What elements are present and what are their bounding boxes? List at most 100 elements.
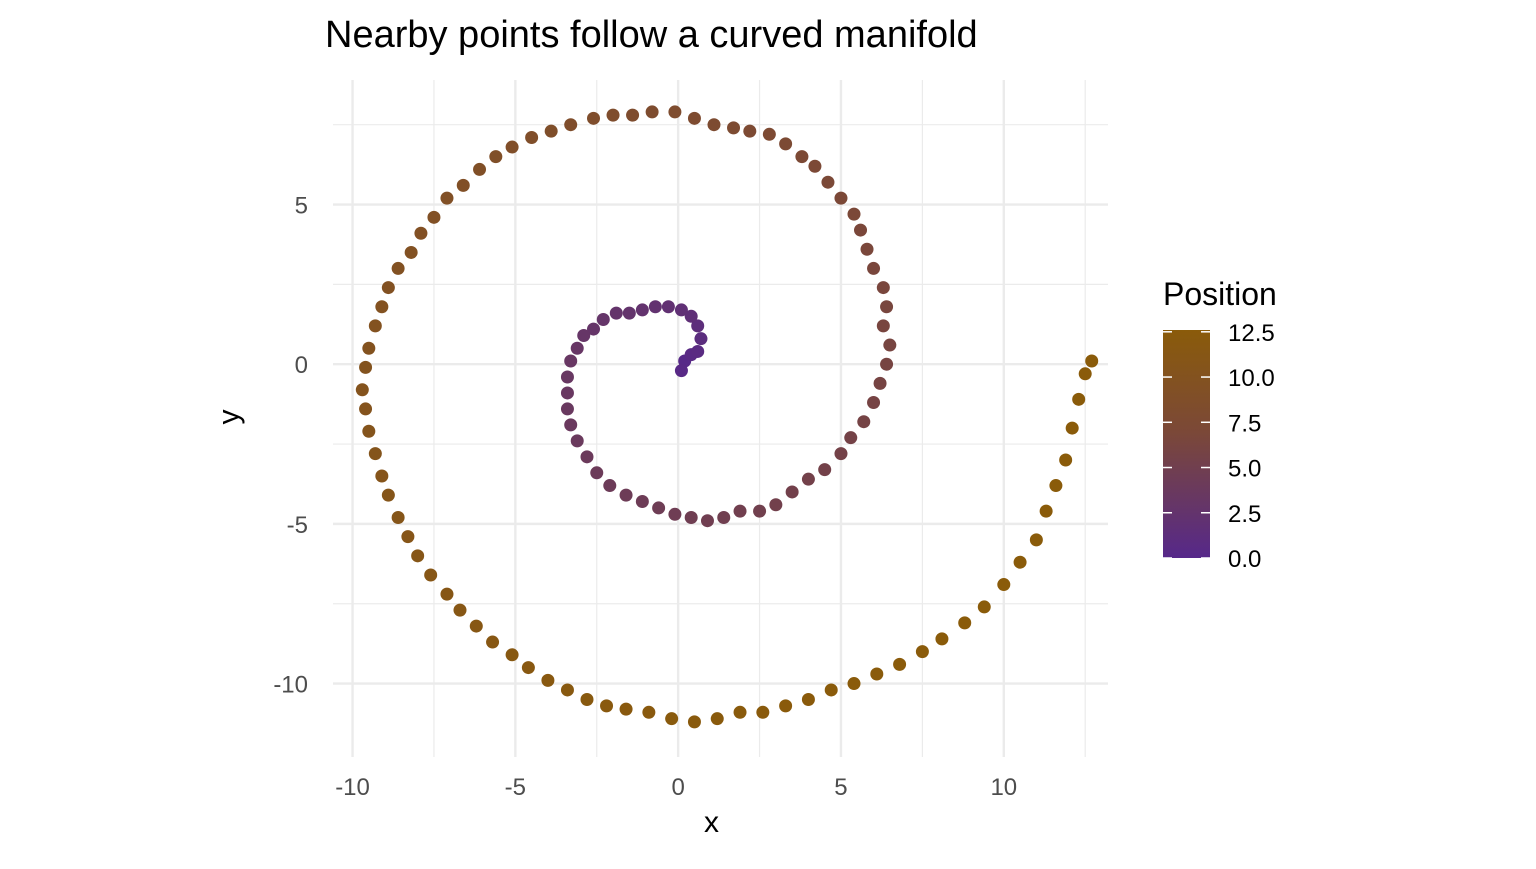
scatter-point bbox=[368, 319, 382, 333]
chart-title: Nearby points follow a curved manifold bbox=[325, 14, 978, 56]
scatter-point bbox=[876, 281, 890, 295]
scatter-point bbox=[821, 175, 835, 189]
scatter-point bbox=[674, 364, 688, 378]
scatter-point bbox=[883, 338, 897, 352]
scatter-point bbox=[362, 341, 376, 355]
scatter-point bbox=[691, 319, 705, 333]
scatter-point bbox=[596, 313, 610, 327]
scatter-point bbox=[687, 111, 701, 125]
scatter-point bbox=[391, 261, 405, 275]
scatter-point bbox=[844, 431, 858, 445]
scatter-point bbox=[648, 300, 662, 314]
scatter-point bbox=[700, 514, 714, 528]
scatter-point bbox=[779, 699, 793, 713]
scatter-point bbox=[769, 498, 783, 512]
scatter-point bbox=[867, 396, 881, 410]
x-axis-label: x bbox=[704, 806, 719, 839]
scatter-point bbox=[1059, 453, 1073, 467]
colorbar-tick-label: 2.5 bbox=[1228, 501, 1261, 528]
scatter-point bbox=[958, 616, 972, 630]
scatter-point bbox=[873, 376, 887, 390]
scatter-point bbox=[541, 673, 555, 687]
scatter-point bbox=[1078, 367, 1092, 381]
scatter-point bbox=[362, 424, 376, 438]
scatter-point bbox=[762, 127, 776, 141]
scatter-point bbox=[880, 300, 894, 314]
scatter-point bbox=[795, 150, 809, 164]
scatter-point bbox=[733, 705, 747, 719]
x-tick-label: -10 bbox=[335, 774, 370, 801]
scatter-point bbox=[469, 619, 483, 633]
scatter-point bbox=[893, 657, 907, 671]
scatter-point bbox=[661, 300, 675, 314]
scatter-point bbox=[368, 447, 382, 461]
colorbar-tick-label: 7.5 bbox=[1228, 410, 1261, 437]
scatter-point bbox=[619, 488, 633, 502]
scatter-point bbox=[580, 693, 594, 707]
scatter-point bbox=[694, 332, 708, 346]
scatter-point bbox=[564, 354, 578, 368]
scatter-point bbox=[577, 328, 591, 342]
scatter-point bbox=[860, 242, 874, 256]
scatter-point bbox=[525, 130, 539, 144]
scatter-point bbox=[652, 501, 666, 515]
scatter-point bbox=[867, 261, 881, 275]
scatter-point bbox=[505, 140, 519, 154]
scatter-point bbox=[674, 303, 688, 317]
scatter-point bbox=[359, 360, 373, 374]
scatter-point bbox=[635, 495, 649, 509]
y-tick-label: 0 bbox=[295, 352, 308, 379]
scatter-point bbox=[456, 178, 470, 192]
colorbar-tick-label: 5.0 bbox=[1228, 456, 1261, 483]
scatter-point bbox=[600, 699, 614, 713]
colorbar-tick-label: 10.0 bbox=[1228, 365, 1275, 392]
scatter-point bbox=[753, 504, 767, 518]
scatter-point bbox=[440, 191, 454, 205]
scatter-point bbox=[521, 661, 535, 675]
scatter-point bbox=[381, 281, 395, 295]
scatter-point bbox=[935, 632, 949, 646]
scatter-point bbox=[587, 322, 601, 336]
scatter-point bbox=[668, 507, 682, 521]
x-tick-label: 0 bbox=[671, 774, 684, 801]
scatter-point bbox=[1065, 421, 1079, 435]
scatter-point bbox=[609, 306, 623, 320]
colorbar-tick-label: 0.0 bbox=[1228, 546, 1261, 573]
scatter-point bbox=[590, 466, 604, 480]
colorbar bbox=[1163, 330, 1210, 558]
axis-ticks: -10 -5 0 5 10 -10 -5 0 5 bbox=[273, 193, 1017, 801]
legend: 12.5 10.0 7.5 5.0 2.5 0.0 bbox=[1163, 320, 1275, 573]
scatter-point bbox=[1085, 354, 1099, 368]
scatter-point bbox=[801, 693, 815, 707]
scatter-point bbox=[834, 447, 848, 461]
scatter-point bbox=[801, 472, 815, 486]
scatter-point bbox=[401, 530, 415, 544]
scatter-point bbox=[560, 683, 574, 697]
colorbar-ticks: 12.5 10.0 7.5 5.0 2.5 0.0 bbox=[1163, 320, 1275, 573]
scatter-point bbox=[785, 485, 799, 499]
scatter-point bbox=[733, 504, 747, 518]
scatter-point bbox=[824, 683, 838, 697]
y-tick-label: -10 bbox=[273, 672, 308, 699]
scatter-point bbox=[424, 568, 438, 582]
scatter-point bbox=[808, 159, 822, 173]
x-tick-label: 5 bbox=[834, 774, 847, 801]
scatter-point bbox=[870, 667, 884, 681]
scatter-point bbox=[603, 479, 617, 493]
scatter-point bbox=[915, 645, 929, 659]
scatter-point bbox=[453, 603, 467, 617]
scatter-point bbox=[355, 383, 369, 397]
scatter-point bbox=[560, 386, 574, 400]
scatter-point bbox=[564, 418, 578, 432]
y-tick-label: -5 bbox=[287, 512, 308, 539]
grid bbox=[333, 80, 1108, 757]
scatter-point bbox=[580, 450, 594, 464]
scatter-point bbox=[440, 587, 454, 601]
scatter-point bbox=[687, 715, 701, 729]
x-tick-label: -5 bbox=[505, 774, 526, 801]
scatter-point bbox=[587, 111, 601, 125]
points bbox=[355, 105, 1099, 729]
scatter-point bbox=[570, 434, 584, 448]
